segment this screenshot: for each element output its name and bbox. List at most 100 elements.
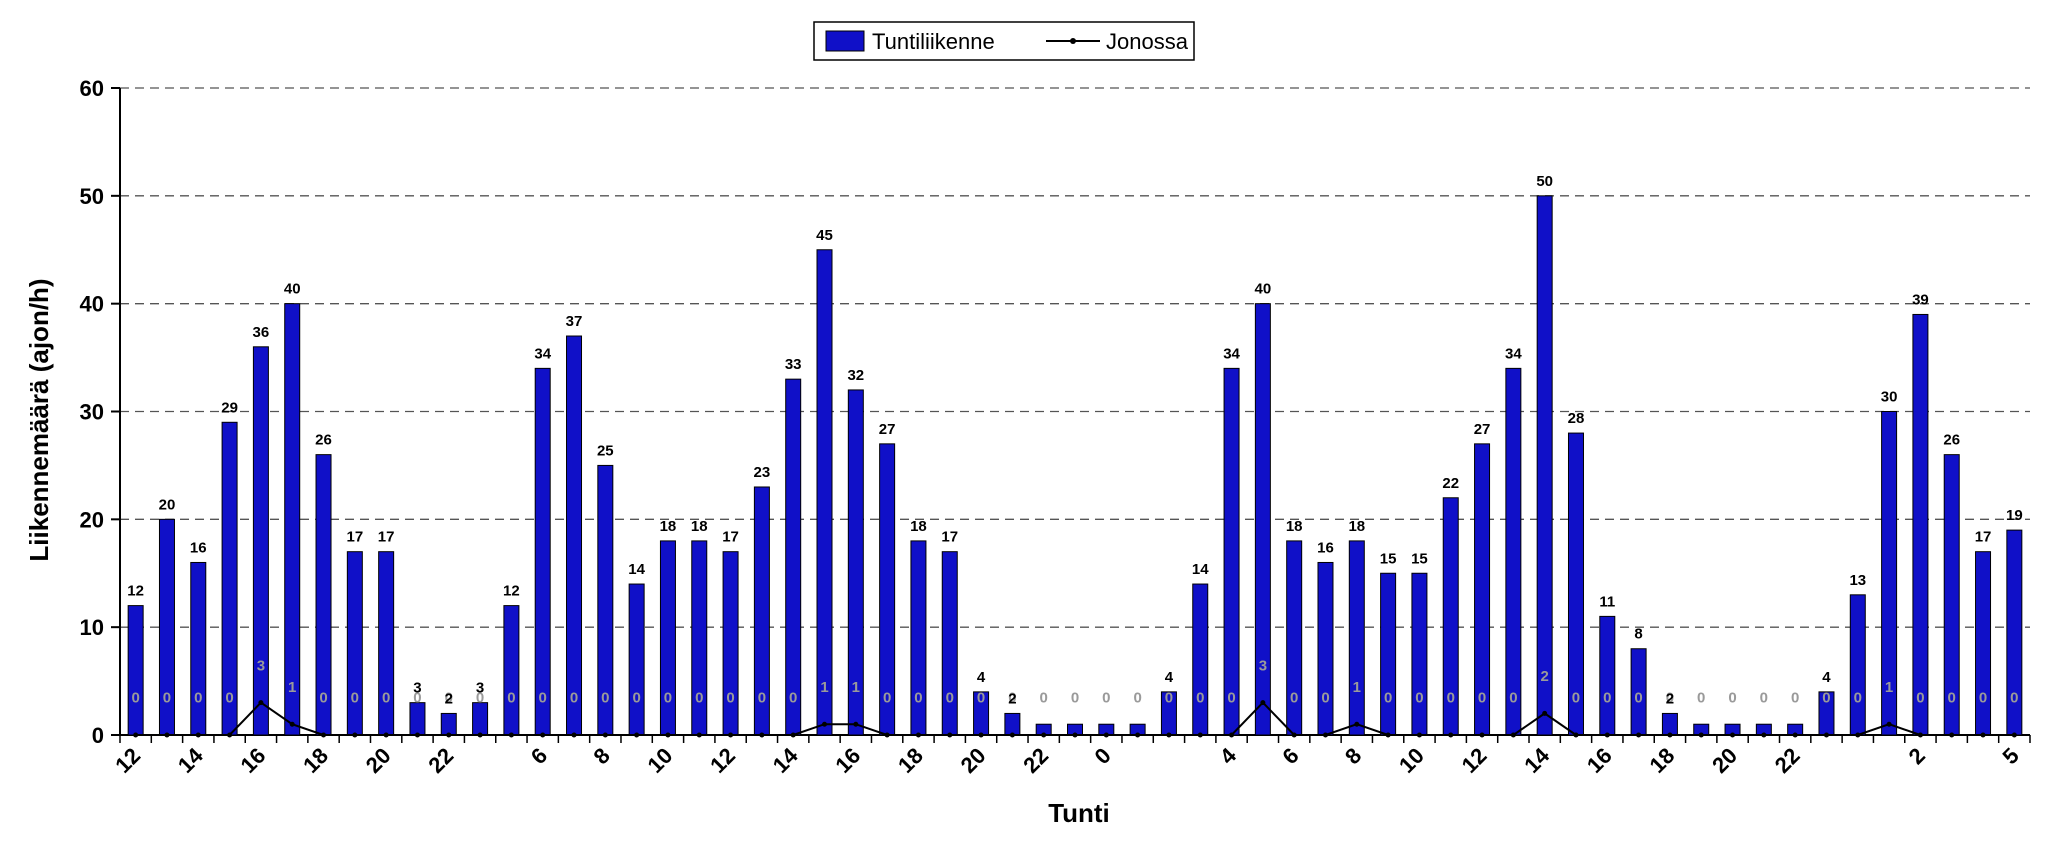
x-tick-label: 22 bbox=[1770, 743, 1805, 778]
bar-value-label: 30 bbox=[1881, 389, 1898, 406]
x-tick-label: 14 bbox=[1519, 742, 1555, 778]
queue-value-label: 0 bbox=[163, 690, 171, 707]
bar-value-label: 17 bbox=[941, 529, 958, 546]
bar bbox=[816, 249, 833, 736]
x-tick-label: 18 bbox=[893, 743, 928, 778]
queue-point bbox=[602, 732, 608, 738]
queue-value-label: 0 bbox=[1478, 690, 1486, 707]
queue-point bbox=[1479, 732, 1485, 738]
bar bbox=[346, 551, 363, 736]
bar-value-label: 40 bbox=[1255, 281, 1272, 298]
bar-value-label: 18 bbox=[910, 518, 927, 535]
bar bbox=[534, 367, 551, 736]
queue-point bbox=[1041, 732, 1047, 738]
bar bbox=[440, 712, 457, 736]
y-tick-label: 50 bbox=[80, 184, 104, 209]
x-tick-label: 2 bbox=[1904, 743, 1930, 769]
bar bbox=[941, 551, 958, 736]
queue-value-label: 0 bbox=[1791, 690, 1799, 707]
queue-value-label: 0 bbox=[1447, 690, 1455, 707]
queue-point bbox=[1761, 732, 1767, 738]
queue-point bbox=[634, 732, 640, 738]
y-tick-label: 30 bbox=[80, 400, 104, 425]
queue-point bbox=[915, 732, 921, 738]
queue-point bbox=[1823, 732, 1829, 738]
bar-value-label: 2 bbox=[1666, 690, 1674, 707]
queue-point bbox=[1072, 732, 1078, 738]
legend: Tuntiliikenne Jonossa bbox=[813, 21, 1195, 61]
queue-point bbox=[414, 732, 420, 738]
queue-value-label: 0 bbox=[883, 690, 891, 707]
queue-point bbox=[978, 732, 984, 738]
queue-point bbox=[1322, 732, 1328, 738]
queue-value-label: 0 bbox=[1634, 690, 1642, 707]
queue-point bbox=[227, 732, 233, 738]
queue-point bbox=[321, 732, 327, 738]
bar bbox=[722, 551, 739, 736]
bar bbox=[472, 702, 489, 736]
queue-value-label: 0 bbox=[1227, 690, 1235, 707]
bar-value-label: 4 bbox=[1822, 669, 1831, 686]
queue-point bbox=[1385, 732, 1391, 738]
queue-value-label: 1 bbox=[288, 679, 296, 696]
queue-point bbox=[1291, 732, 1297, 738]
bar-value-label: 16 bbox=[190, 539, 207, 556]
queue-value-label: 0 bbox=[1008, 690, 1016, 707]
bar-value-label: 34 bbox=[1223, 345, 1240, 362]
queue-point bbox=[1354, 721, 1360, 727]
bar-value-label: 12 bbox=[127, 583, 144, 600]
queue-value-label: 0 bbox=[445, 690, 453, 707]
queue-point bbox=[665, 732, 671, 738]
bar bbox=[1380, 572, 1397, 736]
queue-value-label: 1 bbox=[1885, 679, 1893, 696]
bar-value-label: 13 bbox=[1849, 572, 1866, 589]
x-tick-label: 18 bbox=[298, 743, 333, 778]
x-tick-label: 12 bbox=[1457, 743, 1492, 778]
queue-point bbox=[822, 721, 828, 727]
bar-value-label: 34 bbox=[534, 345, 551, 362]
bar bbox=[785, 378, 802, 736]
bar-value-label: 2 bbox=[1008, 690, 1016, 707]
x-tick-label: 16 bbox=[1582, 743, 1617, 778]
x-tick-label: 22 bbox=[423, 743, 458, 778]
queue-point bbox=[1604, 732, 1610, 738]
queue-value-label: 0 bbox=[1509, 690, 1517, 707]
queue-value-label: 0 bbox=[1666, 690, 1674, 707]
bar-value-label: 15 bbox=[1380, 550, 1397, 567]
queue-point bbox=[1698, 732, 1704, 738]
queue-point bbox=[1260, 700, 1266, 706]
queue-point bbox=[195, 732, 201, 738]
bar-value-label: 45 bbox=[816, 227, 833, 244]
x-tick-label: 10 bbox=[642, 743, 677, 778]
bar bbox=[1411, 572, 1428, 736]
x-tick-label: 20 bbox=[956, 743, 991, 778]
bar bbox=[284, 303, 301, 736]
legend-bar-swatch bbox=[825, 30, 865, 52]
bar bbox=[1004, 712, 1021, 736]
queue-point bbox=[1448, 732, 1454, 738]
queue-point bbox=[1949, 732, 1955, 738]
bar bbox=[127, 605, 144, 736]
x-tick-label: 0 bbox=[1090, 743, 1116, 769]
y-tick-label: 0 bbox=[92, 723, 104, 748]
bar-value-label: 34 bbox=[1505, 345, 1522, 362]
queue-line-layer: 0 0 0 0 3 1 0 0 0 0 0 0 0 0 0 0 0 0 0 0 0 0 1 1 0 0 0 0 0 0 0 0 0 0 0 0 3 0 0 1… bbox=[131, 657, 2019, 738]
queue-point bbox=[1636, 732, 1642, 738]
x-tick-label: 6 bbox=[526, 743, 552, 769]
bar-value-label: 3 bbox=[413, 680, 421, 697]
queue-point bbox=[696, 732, 702, 738]
queue-value-label: 0 bbox=[1415, 690, 1423, 707]
queue-value-label: 0 bbox=[726, 690, 734, 707]
queue-value-label: 0 bbox=[1572, 690, 1580, 707]
bar-value-label: 4 bbox=[1165, 669, 1174, 686]
queue-value-label: 0 bbox=[1760, 690, 1768, 707]
bar bbox=[1192, 583, 1209, 736]
queue-point bbox=[1510, 732, 1516, 738]
queue-point bbox=[164, 732, 170, 738]
queue-value-label: 0 bbox=[789, 690, 797, 707]
queue-point bbox=[1135, 732, 1141, 738]
legend-label-tuntiliikenne: Tuntiliikenne bbox=[872, 29, 995, 54]
y-axis-title: Liikennemäärä (ajon/h) bbox=[24, 278, 54, 561]
bar-value-label: 19 bbox=[2006, 507, 2023, 524]
